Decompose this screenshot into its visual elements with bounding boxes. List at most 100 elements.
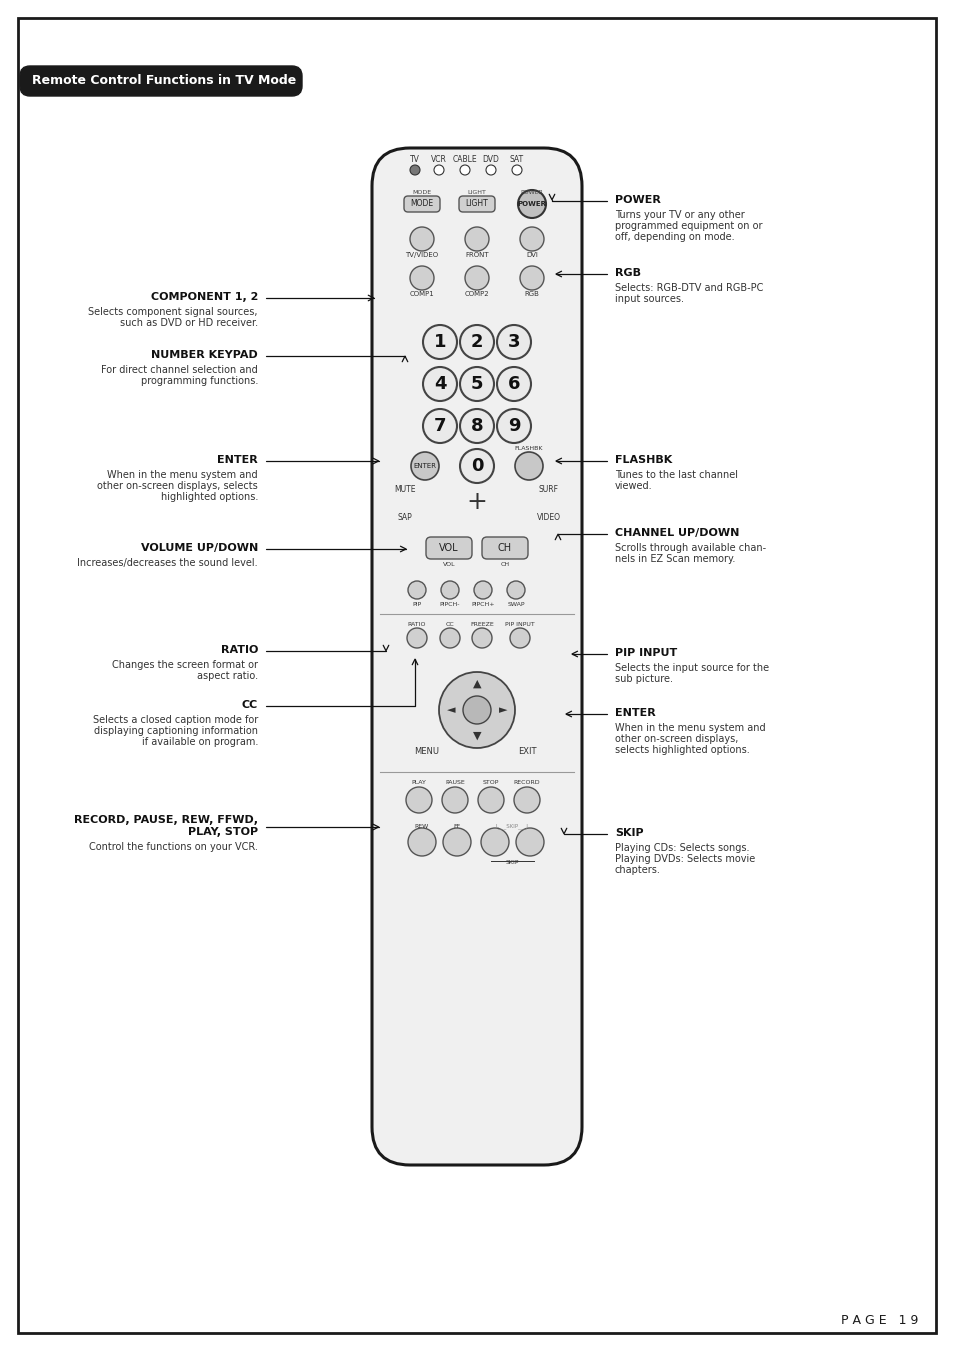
Text: STOP: STOP bbox=[482, 781, 498, 785]
Circle shape bbox=[477, 788, 503, 813]
Text: SWAP: SWAP bbox=[507, 603, 524, 608]
Text: highlighted options.: highlighted options. bbox=[160, 492, 257, 503]
FancyBboxPatch shape bbox=[403, 196, 439, 212]
Text: CH: CH bbox=[497, 543, 512, 553]
Text: PIPCH-: PIPCH- bbox=[439, 603, 459, 608]
Text: selects highlighted options.: selects highlighted options. bbox=[615, 744, 749, 755]
Text: DVI: DVI bbox=[525, 253, 537, 258]
Text: 6: 6 bbox=[507, 376, 519, 393]
Circle shape bbox=[438, 671, 515, 748]
Circle shape bbox=[422, 326, 456, 359]
Text: RATIO: RATIO bbox=[220, 644, 257, 655]
FancyBboxPatch shape bbox=[20, 66, 302, 96]
Text: ►: ► bbox=[498, 705, 507, 715]
Text: L___SKIP___J: L___SKIP___J bbox=[495, 823, 528, 830]
Text: +: + bbox=[466, 490, 487, 513]
Text: displaying captioning information: displaying captioning information bbox=[94, 725, 257, 736]
Text: PIP INPUT: PIP INPUT bbox=[615, 648, 677, 658]
Text: SKIP: SKIP bbox=[505, 859, 518, 865]
Circle shape bbox=[497, 409, 531, 443]
Text: COMP2: COMP2 bbox=[464, 290, 489, 297]
Text: 2: 2 bbox=[470, 332, 483, 351]
Circle shape bbox=[459, 449, 494, 484]
Circle shape bbox=[462, 696, 491, 724]
FancyBboxPatch shape bbox=[458, 196, 495, 212]
Circle shape bbox=[516, 828, 543, 857]
Text: PLAY: PLAY bbox=[411, 781, 426, 785]
Text: COMP1: COMP1 bbox=[409, 290, 434, 297]
Text: FLASHBK: FLASHBK bbox=[515, 446, 542, 450]
Circle shape bbox=[408, 581, 426, 598]
Text: TV: TV bbox=[410, 155, 419, 165]
Text: RGB: RGB bbox=[615, 267, 640, 278]
Circle shape bbox=[497, 326, 531, 359]
Circle shape bbox=[410, 165, 419, 176]
Circle shape bbox=[439, 628, 459, 648]
Text: POWER: POWER bbox=[520, 189, 543, 195]
Text: SURF: SURF bbox=[538, 485, 558, 494]
Text: MODE: MODE bbox=[410, 200, 433, 208]
Text: When in the menu system and: When in the menu system and bbox=[615, 723, 765, 734]
Text: RECORD, PAUSE, REW, FFWD,: RECORD, PAUSE, REW, FFWD, bbox=[74, 815, 257, 825]
Circle shape bbox=[512, 165, 521, 176]
Text: other on-screen displays, selects: other on-screen displays, selects bbox=[97, 481, 257, 490]
Text: VOL: VOL bbox=[442, 562, 455, 567]
Text: P A G E   1 9: P A G E 1 9 bbox=[840, 1313, 917, 1327]
Circle shape bbox=[464, 266, 489, 290]
Text: Scrolls through available chan-: Scrolls through available chan- bbox=[615, 543, 765, 553]
Text: CC: CC bbox=[241, 700, 257, 711]
Text: nels in EZ Scan memory.: nels in EZ Scan memory. bbox=[615, 554, 735, 563]
Text: MENU: MENU bbox=[414, 747, 439, 757]
Text: Selects: RGB-DTV and RGB-PC: Selects: RGB-DTV and RGB-PC bbox=[615, 282, 762, 293]
Text: COMPONENT 1, 2: COMPONENT 1, 2 bbox=[151, 292, 257, 303]
Circle shape bbox=[422, 367, 456, 401]
Circle shape bbox=[440, 581, 458, 598]
Text: LIGHT: LIGHT bbox=[465, 200, 488, 208]
Text: FRONT: FRONT bbox=[465, 253, 488, 258]
Circle shape bbox=[411, 453, 438, 480]
Text: DVD: DVD bbox=[482, 155, 499, 165]
Text: CHANNEL UP/DOWN: CHANNEL UP/DOWN bbox=[615, 528, 739, 538]
Circle shape bbox=[510, 628, 530, 648]
Text: ◄: ◄ bbox=[446, 705, 455, 715]
Text: 9: 9 bbox=[507, 417, 519, 435]
Text: Selects the input source for the: Selects the input source for the bbox=[615, 663, 768, 673]
Text: EXIT: EXIT bbox=[517, 747, 536, 757]
Text: 8: 8 bbox=[470, 417, 483, 435]
Text: ENTER: ENTER bbox=[217, 455, 257, 465]
Circle shape bbox=[459, 409, 494, 443]
Text: SKIP: SKIP bbox=[615, 828, 643, 838]
Text: Playing DVDs: Selects movie: Playing DVDs: Selects movie bbox=[615, 854, 755, 865]
FancyBboxPatch shape bbox=[481, 536, 527, 559]
Text: ENTER: ENTER bbox=[615, 708, 655, 717]
Text: MODE: MODE bbox=[412, 189, 431, 195]
Circle shape bbox=[434, 165, 443, 176]
Text: sub picture.: sub picture. bbox=[615, 674, 672, 684]
Text: Selects a closed caption mode for: Selects a closed caption mode for bbox=[92, 715, 257, 725]
Text: When in the menu system and: When in the menu system and bbox=[108, 470, 257, 480]
Circle shape bbox=[406, 788, 432, 813]
Text: Turns your TV or any other: Turns your TV or any other bbox=[615, 209, 744, 220]
FancyBboxPatch shape bbox=[18, 18, 935, 1333]
Text: ▲: ▲ bbox=[473, 680, 480, 689]
Circle shape bbox=[422, 409, 456, 443]
Text: 1: 1 bbox=[434, 332, 446, 351]
Circle shape bbox=[474, 581, 492, 598]
Text: RECORD: RECORD bbox=[513, 781, 539, 785]
Text: TV/VIDEO: TV/VIDEO bbox=[405, 253, 438, 258]
Text: POWER: POWER bbox=[615, 195, 660, 205]
Text: RATIO: RATIO bbox=[407, 621, 426, 627]
Text: 5: 5 bbox=[470, 376, 483, 393]
FancyBboxPatch shape bbox=[372, 149, 581, 1165]
Text: SAP: SAP bbox=[397, 513, 412, 523]
Text: RGB: RGB bbox=[524, 290, 538, 297]
Circle shape bbox=[410, 266, 434, 290]
Text: input sources.: input sources. bbox=[615, 295, 683, 304]
Circle shape bbox=[410, 227, 434, 251]
Text: ▼: ▼ bbox=[473, 731, 480, 740]
Circle shape bbox=[514, 788, 539, 813]
Circle shape bbox=[485, 165, 496, 176]
Text: Selects component signal sources,: Selects component signal sources, bbox=[89, 307, 257, 317]
Circle shape bbox=[515, 453, 542, 480]
Circle shape bbox=[459, 367, 494, 401]
